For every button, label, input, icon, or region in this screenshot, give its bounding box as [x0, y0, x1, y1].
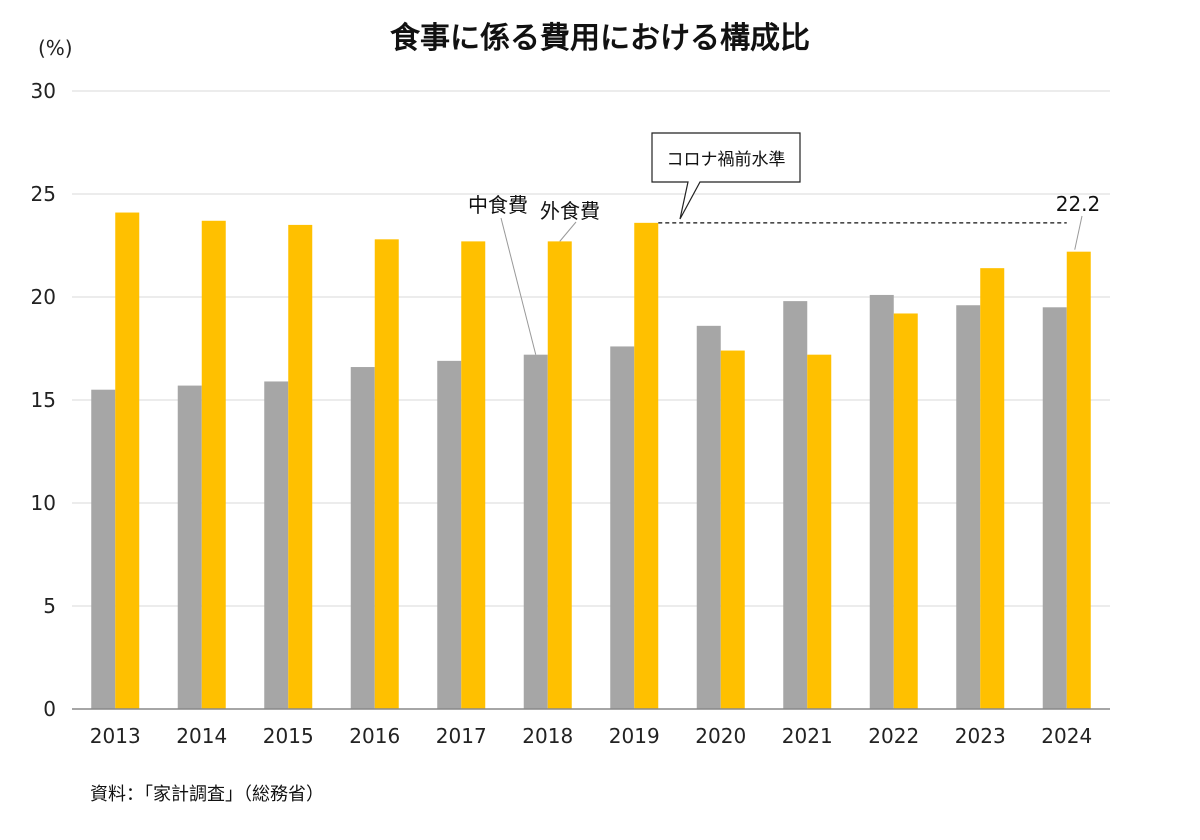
bar-nakashoku-2013 — [91, 389, 116, 709]
source-note: 資料：「家計調査」（総務省） — [90, 784, 324, 805]
bar-nakashoku-2024 — [1042, 307, 1067, 709]
x-tick-label: 2021 — [782, 724, 833, 748]
x-tick-label: 2018 — [522, 724, 573, 748]
series-label-nakashoku: 中食費 — [468, 193, 528, 217]
y-tick-label: 10 — [31, 491, 56, 515]
bar-gaishoku-2020 — [720, 350, 745, 709]
x-tick-labels: 2013 2014 2015 2016 2017 2018 2019 2020 2021 2022… — [90, 724, 1092, 748]
bar-nakashoku-2019 — [610, 346, 635, 709]
y-tick-labels: 0 5 10 15 20 25 30 — [31, 79, 56, 721]
bar-nakashoku-2015 — [264, 381, 289, 709]
y-tick-label: 15 — [31, 388, 56, 412]
data-label-leader — [1074, 215, 1083, 250]
bar-nakashoku-2021 — [783, 301, 808, 709]
bar-gaishoku-2023 — [980, 268, 1005, 709]
y-tick-label: 20 — [31, 285, 56, 309]
bar-gaishoku-2014 — [201, 220, 226, 709]
y-tick-label: 30 — [31, 79, 56, 103]
leader-line-nakashoku — [500, 217, 537, 355]
bar-nakashoku-2018 — [523, 354, 548, 709]
series-label-gaishoku: 外食費 — [540, 199, 600, 223]
bar-nakashoku-2022 — [869, 294, 894, 709]
y-axis-unit: (%) — [38, 36, 73, 60]
bar-nakashoku-2016 — [350, 367, 375, 709]
reference-label: コロナ禍前水準 — [667, 150, 786, 170]
bar-nakashoku-2023 — [956, 305, 981, 709]
x-tick-label: 2024 — [1041, 724, 1092, 748]
gridlines — [72, 90, 1110, 607]
bar-nakashoku-2014 — [177, 385, 202, 709]
bar-gaishoku-2022 — [893, 313, 918, 709]
bars — [91, 212, 1091, 710]
annotations: 中食費 外食費 コロナ禍前水準 22.2 — [468, 132, 1101, 355]
data-label-2024-gaishoku: 22.2 — [1056, 192, 1101, 216]
bar-nakashoku-2017 — [437, 360, 462, 709]
reference-callout-box — [651, 132, 801, 220]
bar-gaishoku-2013 — [115, 212, 140, 710]
bar-gaishoku-2015 — [288, 224, 313, 709]
x-tick-label: 2016 — [349, 724, 400, 748]
y-tick-label: 0 — [43, 697, 56, 721]
x-tick-label: 2020 — [695, 724, 746, 748]
chart-title: 食事に係る費用における構成比 — [390, 21, 810, 56]
bar-gaishoku-2021 — [807, 354, 832, 709]
x-tick-label: 2019 — [609, 724, 660, 748]
leader-line-gaishoku — [559, 221, 577, 242]
bar-gaishoku-2018 — [547, 241, 572, 709]
bar-gaishoku-2019 — [634, 222, 659, 709]
bar-gaishoku-2024 — [1066, 251, 1091, 709]
x-tick-label: 2015 — [263, 724, 314, 748]
x-tick-label: 2023 — [955, 724, 1006, 748]
bar-gaishoku-2017 — [461, 241, 486, 709]
bar-nakashoku-2020 — [696, 325, 721, 709]
x-tick-label: 2014 — [176, 724, 227, 748]
y-tick-label: 5 — [43, 594, 56, 618]
x-tick-label: 2017 — [436, 724, 487, 748]
x-tick-label: 2022 — [868, 724, 919, 748]
bar-gaishoku-2016 — [374, 239, 399, 709]
x-tick-label: 2013 — [90, 724, 141, 748]
y-tick-label: 25 — [31, 182, 56, 206]
